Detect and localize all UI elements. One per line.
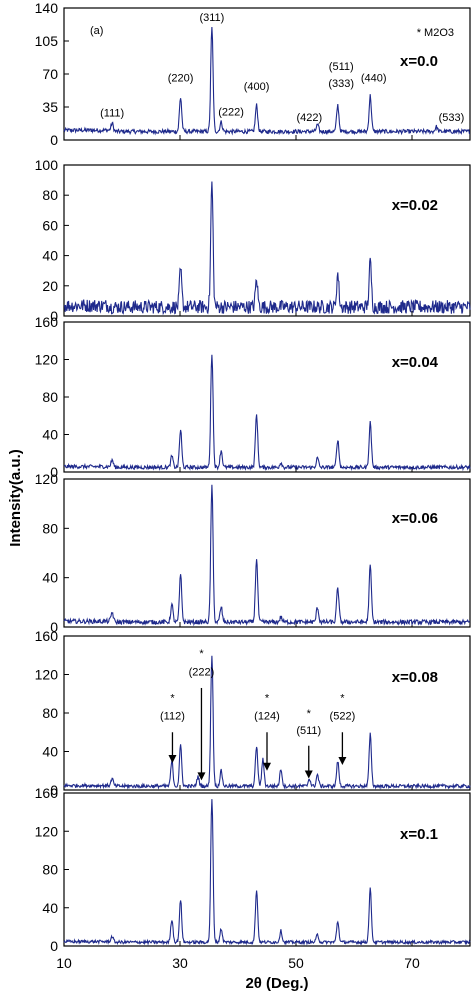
y-tick-label: 0	[50, 938, 58, 954]
y-tick-label: 140	[35, 0, 59, 16]
impurity-marker: *	[340, 692, 345, 704]
xrd-series-line-0	[63, 26, 471, 136]
y-tick-label: 160	[35, 785, 59, 801]
peak-index-label: (222)	[189, 666, 215, 678]
peak-index-label: (400)	[244, 81, 270, 93]
y-tick-label: 160	[35, 314, 59, 330]
y-tick-label: 35	[42, 99, 58, 115]
peak-index-label: (311)	[199, 12, 224, 24]
y-tick-label: 40	[42, 248, 58, 264]
composition-label: x=0.08	[392, 669, 438, 686]
panel-frame-2	[63, 321, 471, 473]
y-tick-label: 120	[35, 823, 59, 839]
peak-index-label: (220)	[168, 73, 194, 85]
impurity-marker: *	[265, 692, 270, 704]
y-tick-label: 80	[42, 520, 58, 536]
x-tick-label: 10	[56, 955, 72, 971]
peak-index-label: (440)	[361, 73, 387, 85]
composition-label: x=0.1	[400, 826, 438, 843]
y-tick-label: 0	[50, 308, 58, 324]
peak-arrowhead	[197, 772, 206, 781]
panel-frame-5	[63, 792, 471, 947]
panel-tag: (a)	[90, 25, 103, 37]
x-tick-label: 30	[172, 955, 188, 971]
xrd-series-line-1	[63, 181, 471, 316]
xrd-series-line-2	[63, 354, 471, 472]
y-tick-label: 80	[42, 389, 58, 405]
y-tick-label: 120	[35, 471, 59, 487]
y-tick-label: 70	[42, 66, 58, 82]
y-tick-label: 160	[35, 628, 59, 644]
y-tick-label: 40	[42, 427, 58, 443]
peak-arrowhead	[168, 755, 177, 764]
peak-index-label: (333)	[328, 78, 354, 90]
y-tick-label: 80	[42, 862, 58, 878]
xrd-series-line-5	[63, 799, 471, 946]
y-tick-label: 0	[50, 619, 58, 635]
xrd-series-line-3	[63, 484, 471, 627]
composition-label: x=0.06	[392, 510, 438, 527]
panel-frame-0	[63, 7, 471, 141]
composition-label: x=0.0	[400, 53, 438, 70]
y-tick-label: 60	[42, 217, 58, 233]
y-tick-label: 40	[42, 570, 58, 586]
peak-arrowhead	[263, 762, 271, 771]
impurity-marker: *	[307, 708, 312, 720]
y-tick-label: 105	[35, 33, 59, 49]
y-tick-label: 0	[50, 782, 58, 798]
peak-index-label: (111)	[100, 107, 124, 119]
peak-arrowhead	[338, 756, 347, 765]
peak-index-label: (522)	[330, 711, 356, 723]
peak-index-label: (124)	[254, 711, 280, 723]
y-axis-title: Intensity(a.u.)	[7, 449, 24, 547]
y-tick-label: 40	[42, 900, 58, 916]
impurity-marker: *	[170, 692, 175, 704]
peak-index-label: (422)	[296, 112, 322, 124]
peak-index-label: (511)	[329, 61, 354, 73]
y-tick-label: 120	[35, 352, 59, 368]
peak-index-label: (112)	[160, 711, 185, 723]
peak-index-label: (533)	[439, 112, 465, 124]
composition-label: x=0.02	[392, 197, 438, 214]
peak-arrowhead	[304, 770, 313, 779]
y-tick-label: 0	[50, 132, 58, 148]
peak-index-label: (222)	[218, 106, 244, 118]
y-tick-label: 80	[42, 187, 58, 203]
panel-frame-3	[63, 478, 471, 628]
legend-note: * M2O3	[417, 27, 454, 39]
y-tick-label: 80	[42, 705, 58, 721]
peak-index-label: (511)	[296, 725, 321, 737]
x-tick-label: 70	[404, 955, 420, 971]
x-tick-label: 50	[288, 955, 304, 971]
x-axis-title: 2θ (Deg.)	[245, 975, 308, 992]
impurity-marker: *	[199, 648, 204, 660]
xrd-series-line-4	[63, 655, 471, 790]
y-tick-label: 40	[42, 744, 58, 760]
y-tick-label: 20	[42, 278, 58, 294]
panel-frame-1	[63, 164, 471, 317]
y-tick-label: 0	[50, 464, 58, 480]
composition-label: x=0.04	[392, 354, 439, 371]
y-tick-label: 100	[35, 157, 59, 173]
y-tick-label: 120	[35, 667, 59, 683]
